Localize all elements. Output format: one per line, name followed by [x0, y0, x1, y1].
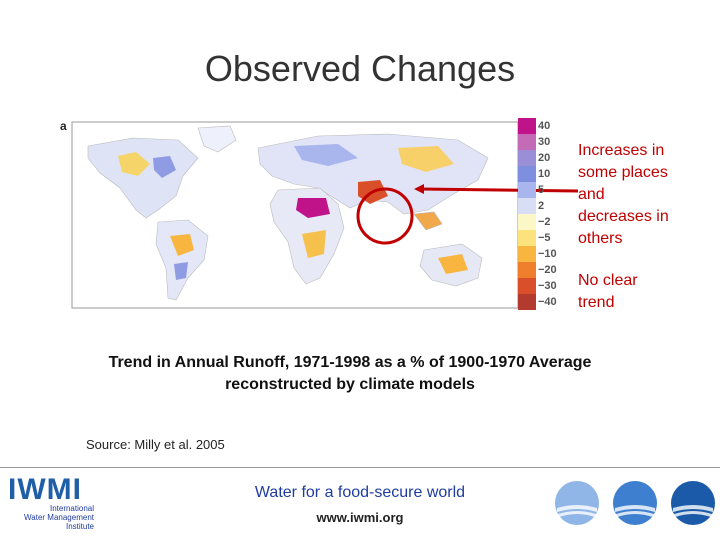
color-legend: 40 30 20 10 5 2 −2 −5 −10 −20 −30 −40 [518, 118, 578, 314]
logo-sub-line: Institute [65, 522, 94, 531]
annotation-line: and [578, 186, 605, 203]
footer-tagline: Water for a food-secure world [254, 484, 466, 501]
sa-dry-patch [170, 234, 194, 256]
legend-label: 5 [538, 184, 545, 196]
globe-icon [613, 481, 657, 525]
asia-wet-patch [294, 144, 358, 166]
panel-letter: a [60, 119, 67, 133]
legend-label: 2 [538, 200, 545, 212]
africa-magenta-patch [296, 198, 330, 218]
logo-wordmark: IWMI [8, 473, 82, 506]
figure-caption: Trend in Annual Runoff, 1971-1998 as a %… [40, 352, 660, 396]
annotation-line: decreases in [578, 208, 669, 225]
legend-label: 20 [538, 152, 551, 164]
legend-swatch [518, 166, 536, 182]
legend-swatch [518, 182, 536, 198]
legend-label: −5 [538, 232, 551, 244]
globe-icon [555, 481, 599, 525]
legend-swatch [518, 134, 536, 150]
legend-swatch [518, 118, 536, 134]
runoff-map-figure: a [58, 118, 578, 316]
arrow-line [419, 187, 579, 193]
legend-swatch [518, 262, 536, 278]
sa-wet-patch [174, 262, 188, 280]
no-trend-annotation: No clear trend [578, 270, 718, 314]
legend-label: −20 [538, 264, 557, 276]
legend-swatch [518, 278, 536, 294]
arrow-head [414, 184, 424, 194]
se-asia-islands [413, 211, 443, 231]
legend-label: 10 [538, 168, 551, 180]
caption-line: Trend in Annual Runoff, 1971-1998 as a %… [108, 354, 592, 371]
increase-annotation: Increases in some places and decreases i… [578, 140, 718, 250]
asia-dry-patch [398, 146, 454, 172]
australia-dry-patch [438, 254, 468, 274]
legend-swatch [518, 150, 536, 166]
annotation-line: trend [578, 294, 615, 311]
annotation-arrow [414, 184, 579, 194]
greenland [197, 125, 237, 153]
logo-sub-line: International [49, 504, 94, 513]
legend-swatch [518, 198, 536, 214]
legend-label: −2 [538, 216, 551, 228]
legend-label: 40 [538, 120, 551, 132]
africa-dry-patch [302, 230, 326, 258]
legend-label: 30 [538, 136, 551, 148]
legend-label: −10 [538, 248, 557, 260]
logo-sub-line: Water Management [24, 513, 94, 522]
annotation-line: others [578, 230, 623, 247]
na-wet-patch [153, 156, 176, 178]
legend-swatch [518, 230, 536, 246]
source-citation: Source: Milly et al. 2005 [86, 437, 225, 452]
legend-swatch [518, 294, 536, 310]
world-map: a [60, 119, 519, 309]
legend-swatch [518, 214, 536, 230]
south-america [155, 219, 209, 301]
annotation-line: some places [578, 164, 668, 181]
footer-divider [0, 467, 720, 468]
caption-line: reconstructed by climate models [225, 376, 475, 393]
highlight-circle [356, 187, 414, 245]
legend-swatch [518, 246, 536, 262]
legend-label: −40 [538, 296, 557, 308]
annotation-line: No clear [578, 272, 638, 289]
footer-website: www.iwmi.org [316, 510, 404, 525]
iwmi-logo: IWMI International Water Management Inst… [8, 473, 94, 532]
legend-label: −30 [538, 280, 557, 292]
na-dry-patch [118, 152, 150, 176]
annotation-line: Increases in [578, 142, 665, 159]
globe-icon [671, 481, 715, 525]
slide-title: Observed Changes [204, 48, 516, 89]
